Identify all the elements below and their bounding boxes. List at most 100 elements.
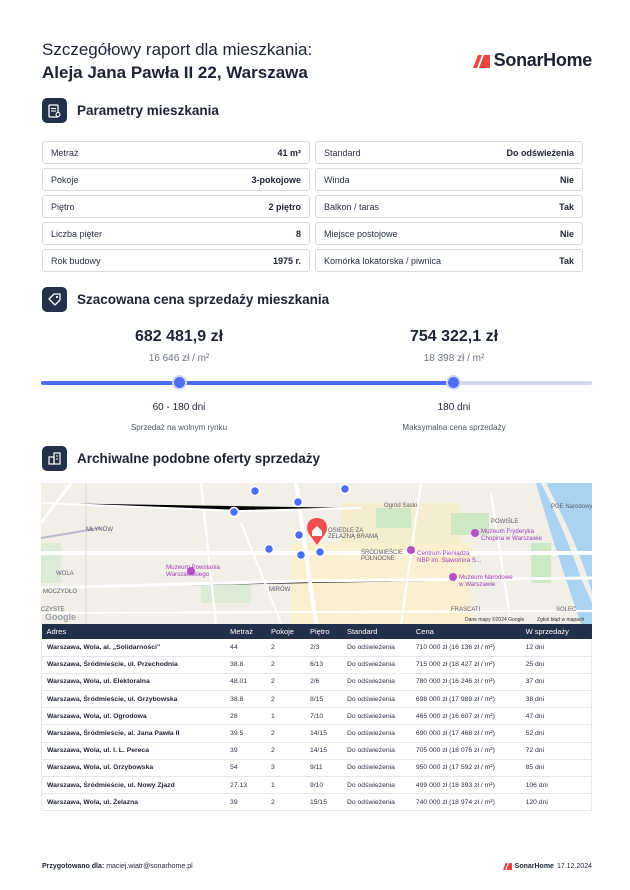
brand-name: SonarHome — [493, 50, 593, 70]
table-cell: 27.13 — [225, 776, 267, 795]
param-label: Liczba pięter — [51, 228, 103, 239]
map-label: ŻELAZNĄ BRAMĄ — [328, 533, 379, 540]
price-section-title: Szacowana cena sprzedaży mieszkania — [42, 287, 329, 312]
table-cell: Warszawa, Śródmieście, ul. Grzybowska — [41, 690, 226, 709]
market-price: 682 481,9 zł 16 646 zł / m² — [79, 328, 279, 364]
param-value: 1975 r. — [272, 255, 301, 266]
max-days: 180 dni — [437, 402, 471, 413]
column-header: W sprzedaży — [525, 627, 569, 636]
param-row: Rok budowy 1975 r. — [42, 249, 310, 272]
table-cell: 44 — [225, 639, 267, 657]
table-cell: 47 dni — [520, 707, 592, 726]
prepared-for: Przygotowano dla: maciej.wiatr@sonarhome… — [42, 863, 193, 870]
table-row: Warszawa, Wola, ul. I. L. Pereca 39 2 14/15… — [41, 742, 592, 760]
table-cell: 106 dni — [520, 776, 592, 795]
google-logo: Google — [45, 612, 76, 622]
param-row: Metraż 41 m² — [42, 141, 310, 164]
table-cell: 38 dni — [520, 690, 592, 709]
table-cell: 39 — [225, 793, 267, 812]
table-cell: 9/11 — [304, 759, 342, 778]
table-cell: 3 — [266, 759, 305, 778]
table-cell: 2/6 — [304, 673, 342, 692]
table-cell: 8/15 — [304, 690, 342, 709]
param-label: Winda — [324, 174, 350, 185]
table-cell: Warszawa, Wola, ul. I. L. Pereca — [41, 742, 226, 760]
table-cell: 710 000 zł (16 136 zł / m²) — [410, 639, 521, 657]
footer-date: 17.12.2024 — [556, 862, 592, 870]
table-cell: 38.8 — [225, 656, 267, 674]
table-cell: 38.8 — [225, 690, 267, 709]
offers-table: Adres Metraż Pokoje Piętro Standard Cena W spr… — [41, 624, 592, 812]
market-time: 60 - 180 dni Sprzedaż na wolnym rynku — [79, 402, 279, 432]
table-cell: Warszawa, Wola, ul. Elektoralna — [41, 673, 226, 692]
table-cell: 39.5 — [225, 724, 267, 743]
column-header: Piętro — [309, 627, 330, 636]
max-time: 180 dni Maksymalna cena sprzedaży — [354, 402, 554, 432]
table-cell: Do odświeżenia — [341, 639, 411, 657]
brand-logo: SonarHome — [472, 50, 593, 71]
map-label: WOLA — [56, 571, 74, 577]
max-price-per-m2: 18 398 zł / m² — [423, 353, 485, 364]
table-cell: 7/10 — [304, 707, 342, 726]
max-price-marker — [446, 375, 461, 390]
section-heading: Szacowana cena sprzedaży mieszkania — [77, 292, 330, 307]
table-cell: 12 dni — [520, 639, 592, 657]
table-cell: 120 dni — [520, 793, 592, 812]
map-label: Warszawskiego — [166, 571, 210, 578]
section-heading: Parametry mieszkania — [77, 103, 219, 118]
building-icon — [42, 446, 67, 471]
table-cell: 37 dni — [520, 673, 592, 692]
table-cell: 705 000 zł (18 076 zł / m²) — [410, 742, 521, 760]
table-cell: 54 — [225, 759, 267, 778]
column-header: Metraż — [230, 627, 253, 636]
param-label: Standard — [324, 147, 361, 158]
map-label: w Warszawie — [458, 581, 496, 588]
table-cell: Warszawa, Wola, ul. Grzybowska — [41, 759, 226, 778]
param-value: 3-pokojowe — [251, 174, 301, 185]
table-cell: Warszawa, Śródmieście, al. Jana Pawła II — [41, 724, 226, 743]
table-cell: Warszawa, Śródmieście, ul. Przechodnia — [41, 656, 226, 674]
param-value: Tak — [559, 255, 574, 266]
param-value: 8 — [295, 228, 301, 239]
price-tag-icon — [42, 287, 67, 312]
offers-section-title: Archiwalne podobne oferty sprzedaży — [42, 446, 320, 471]
house-logo-icon — [472, 55, 490, 68]
offers-map[interactable]: MŁYNÓW WOLA MIRÓW POWIŚLE FRASCATI SOLEC… — [41, 483, 592, 624]
market-caption: Sprzedaż na wolnym rynku — [130, 423, 228, 432]
market-days: 60 - 180 dni — [152, 402, 206, 413]
table-cell: Warszawa, Wola, ul. Żelazna — [41, 793, 226, 812]
price-range-track — [41, 381, 592, 385]
table-cell: 499 000 zł (18 393 zł / m²) — [410, 776, 521, 795]
prepared-label: Przygotowano dla: — [42, 863, 105, 870]
map-label: Muzeum Fryderyka — [481, 528, 535, 535]
table-cell: 2 — [266, 673, 305, 692]
map-label: MIRÓW — [269, 586, 291, 593]
param-value: Nie — [559, 228, 574, 239]
param-label: Rok budowy — [51, 255, 101, 266]
param-row: Piętro 2 piętro — [42, 195, 310, 218]
table-cell: Do odświeżenia — [341, 742, 411, 760]
market-price-value: 682 481,9 zł — [134, 328, 224, 345]
table-cell: Do odświeżenia — [341, 707, 411, 726]
map-label: MOCZYDŁO — [43, 589, 77, 595]
table-cell: 48.01 — [225, 673, 267, 692]
report-address: Aleja Jana Pawła II 22, Warszawa — [42, 63, 308, 82]
table-cell: 465 000 zł (16 607 zł / m²) — [410, 707, 521, 726]
map-label: POWIŚLE — [491, 517, 518, 525]
table-cell: 698 000 zł (17 989 zł / m²) — [410, 690, 521, 709]
house-logo-icon — [502, 863, 512, 870]
table-cell: 2 — [266, 656, 305, 674]
map-report-error[interactable]: Zgłoś błąd w mapach — [537, 617, 584, 623]
param-label: Piętro — [51, 201, 75, 212]
max-price-value: 754 322,1 zł — [409, 328, 499, 345]
column-header: Pokoje — [271, 627, 294, 636]
table-row: Warszawa, Wola, ul. Elektoralna 48.01 2 2/6… — [41, 673, 592, 692]
table-cell: 6/13 — [304, 656, 342, 674]
table-cell: Do odświeżenia — [341, 759, 411, 778]
param-label: Metraż — [51, 147, 79, 158]
table-cell: 25 dni — [520, 656, 592, 674]
param-label: Balkon / taras — [324, 201, 380, 212]
table-header-row: Adres Metraż Pokoje Piętro Standard Cena W spr… — [41, 624, 592, 639]
table-cell: 715 000 zł (18 427 zł / m²) — [410, 656, 521, 674]
map-label: FRASCATI — [451, 607, 481, 613]
